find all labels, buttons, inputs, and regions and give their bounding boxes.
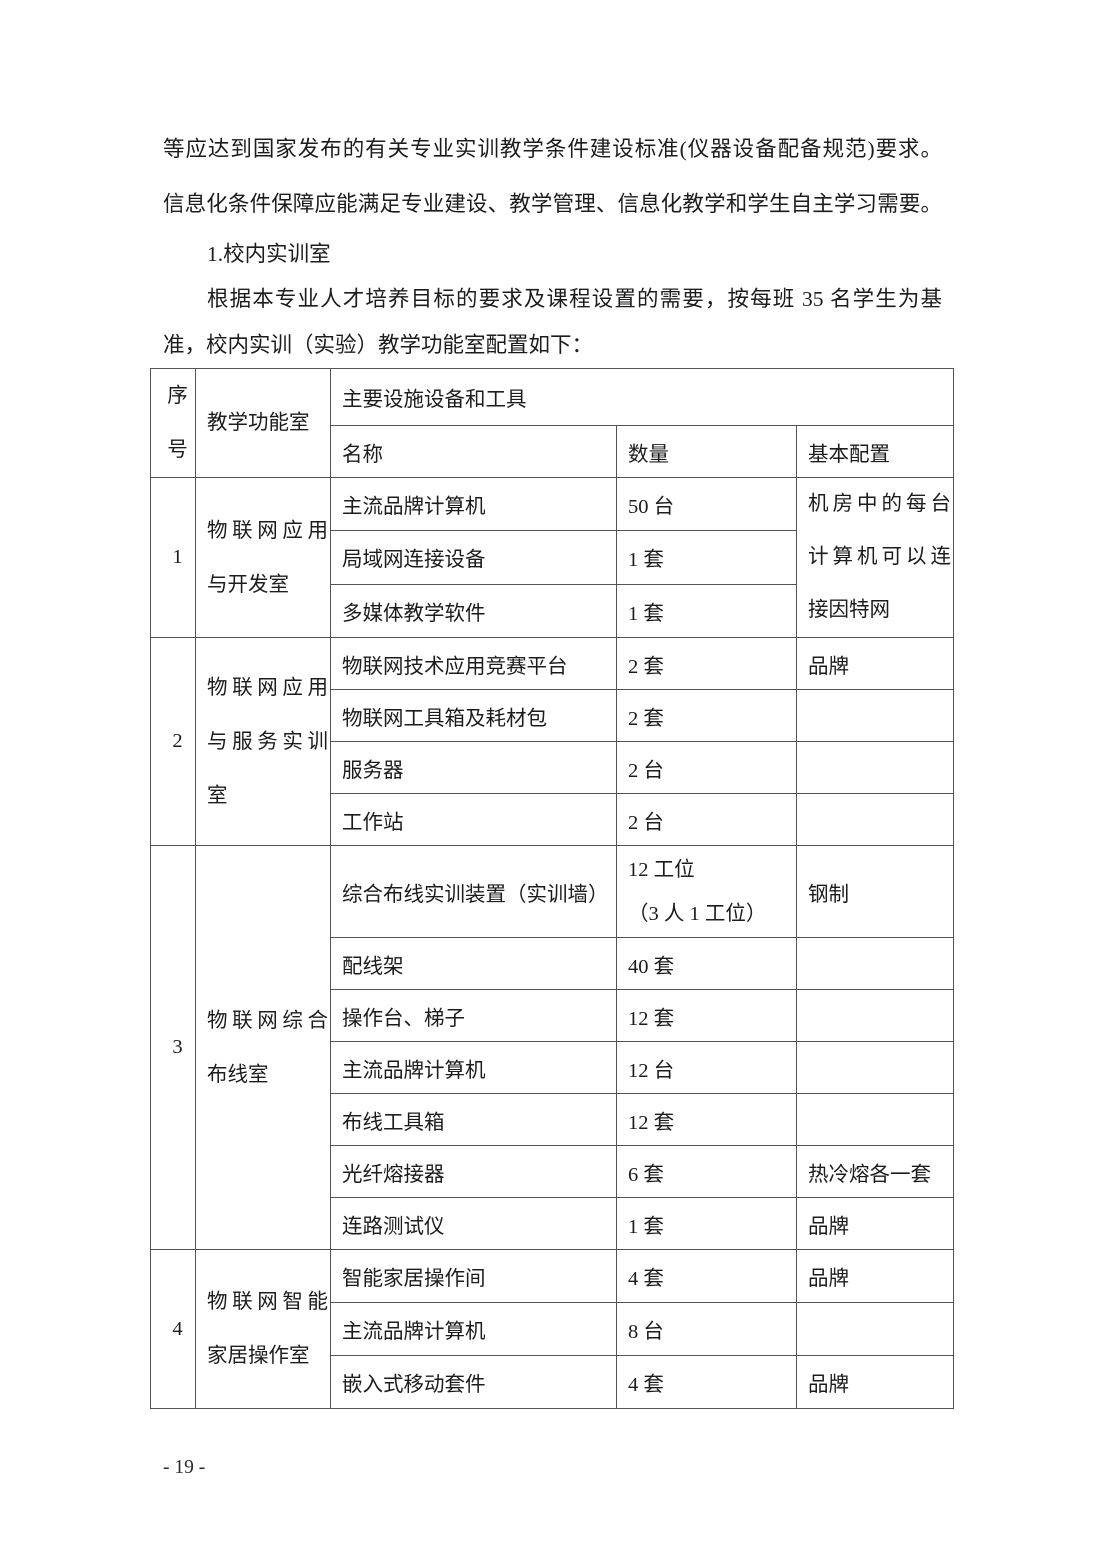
item-name-cell: 工作站 <box>330 793 617 846</box>
room-name-cell: 物联网智能家居操作室 <box>195 1249 331 1409</box>
item-quantity-cell: 6 套 <box>616 1145 797 1198</box>
col-header-equipment-group: 主要设施设备和工具 <box>329 367 955 427</box>
table-subheader-row: 名称 数量 基本配置 <box>151 425 955 478</box>
item-name-cell: 物联网技术应用竞赛平台 <box>330 637 617 690</box>
item-config-cell: 品牌 <box>795 1197 955 1250</box>
item-quantity-cell: 4 套 <box>616 1249 797 1303</box>
item-name-cell: 服务器 <box>330 741 617 794</box>
item-name-cell: 综合布线实训装置（实训墙） <box>330 845 617 938</box>
item-config-cell <box>795 989 955 1042</box>
item-name-cell: 多媒体教学软件 <box>330 583 617 639</box>
item-name-cell: 智能家居操作间 <box>330 1249 617 1303</box>
paragraph-line: 准，校内实训（实验）教学功能室配置如下： <box>163 333 594 357</box>
paragraph-line: 信息化条件保障应能满足专业建设、教学管理、信息化教学和学生自主学习需要。 <box>163 192 942 216</box>
item-name-cell: 连路测试仪 <box>330 1197 617 1250</box>
item-quantity-cell: 2 套 <box>616 689 797 742</box>
item-config-cell <box>795 1093 955 1146</box>
item-quantity-cell: 12 工位 （3 人 1 工位） <box>616 845 797 938</box>
item-quantity-cell: 2 台 <box>616 793 797 846</box>
paragraph-line: 根据本专业人才培养目标的要求及课程设置的需要，按每班 35 名学生为基 <box>207 287 942 311</box>
table-row: 主流品牌计算机 12 台 <box>151 1041 955 1094</box>
item-quantity-cell: 40 套 <box>616 937 797 990</box>
item-config-cell: 机房中的每台计算机可以连接因特网 <box>795 477 955 638</box>
table-row: 物联网工具箱及耗材包 2 套 <box>151 689 955 742</box>
item-config-cell <box>795 793 955 846</box>
col-header-quantity: 数量 <box>616 425 797 478</box>
paragraph-setup: 根据本专业人才培养目标的要求及课程设置的需要，按每班 35 名学生为基 准，校内… <box>163 276 942 368</box>
item-config-cell: 热冷熔各一套 <box>795 1145 955 1198</box>
table-row: 连路测试仪 1 套 品牌 <box>151 1197 955 1250</box>
item-quantity-cell: 8 台 <box>616 1302 797 1356</box>
col-header-serial: 序号 <box>150 368 196 478</box>
col-header-name: 名称 <box>330 425 617 478</box>
paragraph-line: 等应达到国家发布的有关专业实训教学条件建设标准(仪器设备配备规范)要求。 <box>163 137 942 161</box>
item-name-cell: 局域网连接设备 <box>330 530 617 585</box>
col-header-config: 基本配置 <box>795 425 955 478</box>
item-quantity-cell: 2 台 <box>616 741 797 794</box>
table-row: 多媒体教学软件 1 套 <box>151 583 954 639</box>
item-config-cell <box>795 1041 955 1094</box>
table-row: 服务器 2 台 <box>151 741 955 794</box>
room-name-cell: 物联网应用与开发室 <box>195 477 331 638</box>
paragraph-intro: 等应达到国家发布的有关专业实训教学条件建设标准(仪器设备配备规范)要求。 信息化… <box>163 122 942 232</box>
item-config-cell <box>795 741 955 794</box>
item-name-cell: 主流品牌计算机 <box>330 1302 617 1356</box>
table-row: 3 物联网综合布线室 综合布线实训装置（实训墙） 12 工位 （3 人 1 工位… <box>150 845 955 1250</box>
item-quantity-cell: 1 套 <box>616 530 797 585</box>
item-name-cell: 配线架 <box>330 937 617 990</box>
item-config-cell: 品牌 <box>795 1355 955 1409</box>
item-config-cell: 钢制 <box>795 845 955 938</box>
equipment-table: 序号 教学功能室 主要设施设备和工具 名称 数量 基本配置 1 物联网应用与开发… <box>150 367 955 1409</box>
section-heading: 1.校内实训室 <box>207 242 331 266</box>
item-config-cell <box>795 1302 955 1356</box>
table-row: 工作站 2 台 <box>151 793 955 846</box>
item-name-cell: 主流品牌计算机 <box>330 476 617 532</box>
item-name-cell: 光纤熔接器 <box>330 1145 617 1198</box>
item-quantity-cell: 2 套 <box>616 637 797 690</box>
item-quantity-cell: 50 台 <box>616 476 797 532</box>
table-row: 操作台、梯子 12 套 <box>151 989 955 1042</box>
table-header-row: 序号 教学功能室 主要设施设备和工具 <box>150 367 955 478</box>
item-name-cell: 操作台、梯子 <box>330 989 617 1042</box>
col-header-room: 教学功能室 <box>195 368 331 478</box>
page-number: - 19 - <box>163 1457 206 1478</box>
item-name-cell: 物联网工具箱及耗材包 <box>330 689 617 742</box>
item-quantity-cell: 4 套 <box>616 1355 797 1409</box>
item-config-cell <box>795 937 955 990</box>
item-quantity-cell: 1 套 <box>616 583 797 639</box>
item-quantity-cell: 12 套 <box>616 1093 797 1146</box>
col-header-serial-label: 序号 <box>167 385 188 461</box>
item-config-cell <box>795 689 955 742</box>
table-row: 4 物联网智能家居操作室 智能家居操作间 4 套 品牌 <box>150 1249 955 1409</box>
serial-cell: 3 <box>150 845 196 1250</box>
item-name-cell: 嵌入式移动套件 <box>330 1355 617 1409</box>
item-config-cell: 品牌 <box>795 1249 955 1303</box>
table-row: 主流品牌计算机 8 台 <box>151 1302 955 1356</box>
item-quantity-cell: 12 台 <box>616 1041 797 1094</box>
item-config-cell: 品牌 <box>795 637 955 690</box>
room-name-cell: 物联网综合布线室 <box>195 845 331 1250</box>
room-name-cell: 物联网应用与服务实训室 <box>195 637 331 846</box>
serial-cell: 1 <box>150 477 196 638</box>
serial-cell: 2 <box>150 637 196 846</box>
table-row: 嵌入式移动套件 4 套 品牌 <box>151 1355 955 1409</box>
table-row: 1 物联网应用与开发室 主流品牌计算机 50 台 机房中的每台计算机可以连接因特… <box>150 476 955 638</box>
item-name-cell: 主流品牌计算机 <box>330 1041 617 1094</box>
item-name-cell: 布线工具箱 <box>330 1093 617 1146</box>
serial-cell: 4 <box>150 1249 196 1409</box>
table-row: 2 物联网应用与服务实训室 物联网技术应用竞赛平台 2 套 品牌 <box>150 637 955 846</box>
table-row: 配线架 40 套 <box>151 937 955 990</box>
table-row: 光纤熔接器 6 套 热冷熔各一套 <box>151 1145 955 1198</box>
table-row: 局域网连接设备 1 套 <box>151 530 954 585</box>
item-quantity-cell: 1 套 <box>616 1197 797 1250</box>
item-quantity-cell: 12 套 <box>616 989 797 1042</box>
